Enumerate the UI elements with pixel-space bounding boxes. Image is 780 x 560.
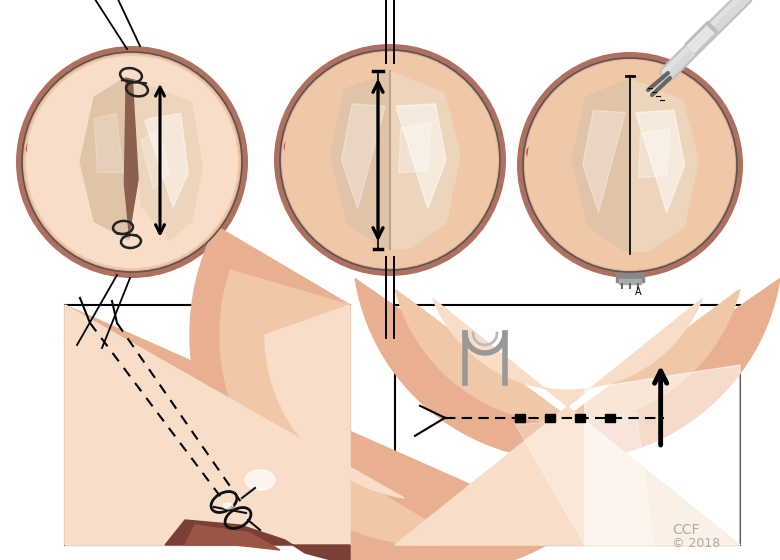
- Bar: [395, 305, 740, 545]
- Circle shape: [24, 54, 240, 270]
- Ellipse shape: [430, 72, 448, 86]
- Circle shape: [517, 52, 743, 278]
- Text: A: A: [635, 287, 641, 297]
- Bar: [575, 414, 585, 422]
- Polygon shape: [134, 81, 202, 240]
- Circle shape: [280, 50, 500, 270]
- Circle shape: [16, 46, 248, 278]
- Circle shape: [525, 60, 735, 270]
- Ellipse shape: [37, 143, 47, 151]
- Circle shape: [282, 52, 498, 268]
- Ellipse shape: [290, 140, 313, 154]
- Ellipse shape: [206, 136, 236, 156]
- Polygon shape: [342, 104, 385, 209]
- Ellipse shape: [463, 134, 494, 154]
- Ellipse shape: [245, 470, 275, 490]
- Ellipse shape: [223, 503, 233, 509]
- Polygon shape: [65, 305, 404, 545]
- Polygon shape: [65, 226, 571, 560]
- Circle shape: [26, 56, 238, 268]
- Polygon shape: [396, 104, 446, 209]
- Ellipse shape: [537, 147, 547, 154]
- Polygon shape: [395, 298, 740, 545]
- Ellipse shape: [706, 143, 726, 156]
- Polygon shape: [390, 72, 460, 249]
- Bar: [619, 279, 641, 284]
- Ellipse shape: [701, 139, 731, 159]
- Ellipse shape: [668, 80, 686, 94]
- Ellipse shape: [175, 77, 186, 86]
- Circle shape: [527, 62, 733, 268]
- Polygon shape: [583, 110, 625, 212]
- Polygon shape: [165, 520, 350, 560]
- Ellipse shape: [533, 146, 555, 160]
- Ellipse shape: [172, 74, 190, 88]
- Ellipse shape: [527, 141, 561, 164]
- Polygon shape: [94, 113, 123, 173]
- Polygon shape: [399, 122, 431, 173]
- Text: CCF: CCF: [672, 523, 700, 537]
- Polygon shape: [140, 129, 170, 189]
- Ellipse shape: [33, 142, 55, 156]
- Ellipse shape: [476, 139, 485, 145]
- Polygon shape: [185, 525, 280, 550]
- Ellipse shape: [27, 138, 60, 160]
- Polygon shape: [585, 365, 740, 545]
- Polygon shape: [65, 270, 463, 545]
- Circle shape: [523, 58, 737, 272]
- Circle shape: [274, 44, 506, 276]
- Polygon shape: [638, 128, 670, 178]
- Bar: [545, 414, 555, 422]
- Ellipse shape: [672, 82, 683, 91]
- Bar: [687, 26, 714, 53]
- Polygon shape: [516, 413, 654, 545]
- Polygon shape: [355, 279, 780, 545]
- Polygon shape: [630, 79, 698, 251]
- Bar: [685, 21, 718, 54]
- Polygon shape: [395, 290, 740, 545]
- Polygon shape: [331, 72, 390, 249]
- Polygon shape: [80, 78, 129, 240]
- Polygon shape: [573, 79, 630, 251]
- Bar: [65, 305, 350, 545]
- Circle shape: [284, 54, 496, 266]
- Bar: [616, 273, 644, 282]
- Ellipse shape: [285, 136, 318, 158]
- Ellipse shape: [469, 137, 488, 150]
- Ellipse shape: [211, 139, 231, 152]
- Circle shape: [22, 52, 242, 272]
- Polygon shape: [145, 113, 188, 207]
- Polygon shape: [636, 110, 685, 212]
- Ellipse shape: [218, 141, 227, 147]
- Bar: [515, 414, 525, 422]
- Ellipse shape: [294, 142, 304, 148]
- Bar: [605, 414, 615, 422]
- Text: © 2018: © 2018: [672, 537, 720, 550]
- Ellipse shape: [714, 144, 722, 150]
- Polygon shape: [123, 78, 144, 240]
- Ellipse shape: [433, 74, 445, 83]
